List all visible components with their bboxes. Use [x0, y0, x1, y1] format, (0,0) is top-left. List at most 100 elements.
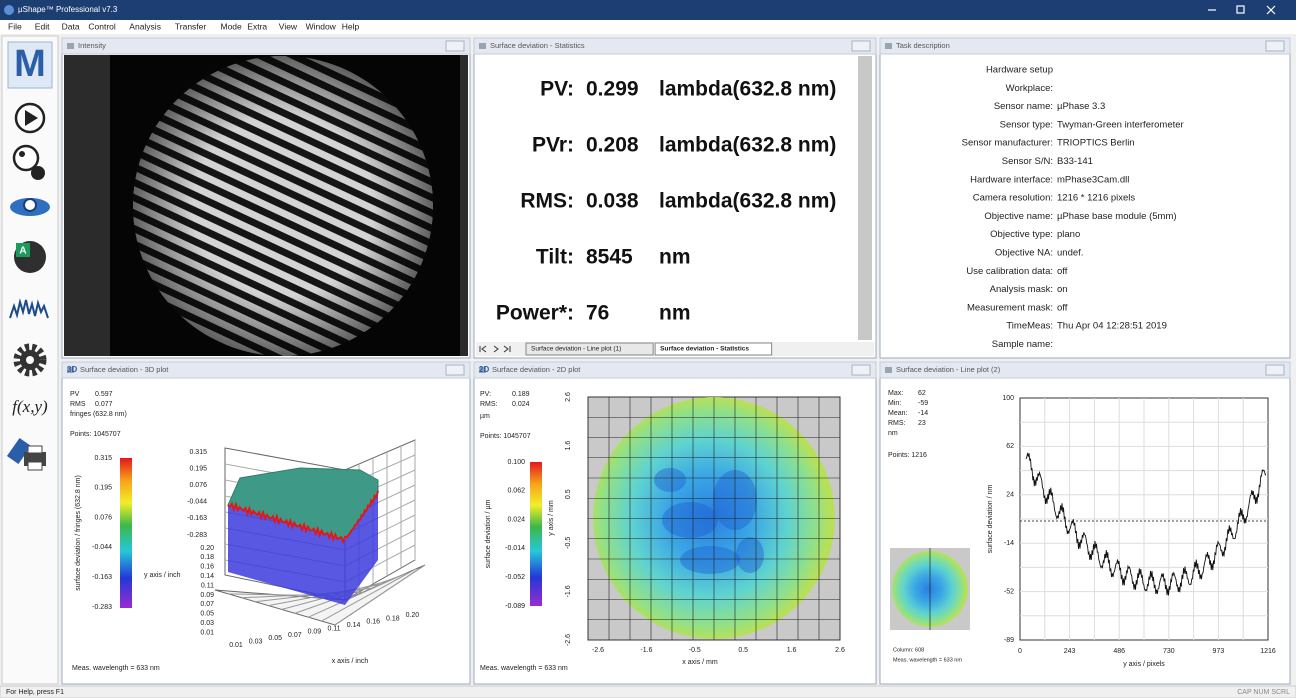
task-value: plano — [1057, 229, 1080, 240]
close-button[interactable] — [851, 40, 871, 52]
colorbar-tick-label: 0.315 — [94, 455, 112, 462]
export-icon[interactable] — [6, 437, 46, 471]
x-tick-label: 243 — [1064, 648, 1076, 655]
tab[interactable] — [654, 342, 773, 356]
menu-item[interactable]: File — [8, 21, 22, 31]
y-tick-label: 0.5 — [565, 489, 572, 499]
menu-item[interactable]: Help — [342, 21, 360, 31]
y-tick-label: 0.05 — [200, 611, 214, 618]
menu-item[interactable]: Control — [88, 21, 116, 31]
stat-label: PV — [70, 391, 80, 398]
function-icon[interactable]: f(x,y) — [12, 397, 48, 416]
column-label: Column: 608 — [893, 647, 924, 653]
x-tick-label: 0.14 — [347, 622, 361, 629]
menu-item[interactable]: View — [279, 21, 298, 31]
colorbar-tick-label: 0.062 — [507, 488, 525, 495]
menu-item[interactable]: Extra — [247, 21, 267, 31]
close-button[interactable] — [445, 364, 465, 376]
task-value: µPhase 3.3 — [1057, 101, 1105, 112]
map-blob — [662, 502, 718, 538]
tab-label[interactable]: Surface deviation - Statistics — [660, 346, 749, 353]
task-key: Sensor name: — [994, 101, 1053, 112]
analysis-icon[interactable]: A — [14, 241, 46, 273]
view-icon[interactable] — [10, 198, 50, 216]
task-value: 1216 * 1216 pixels — [1057, 193, 1135, 204]
y-tick-label: 62 — [1006, 443, 1014, 450]
run-icon[interactable] — [14, 102, 46, 134]
menu-item[interactable]: Transfer — [175, 21, 207, 31]
z-tick-label: -0.163 — [187, 515, 207, 522]
stat-unit: nm — [659, 302, 691, 325]
panel-header — [473, 361, 877, 379]
z-tick-label: 0.076 — [189, 482, 207, 489]
stat-label: PVr: — [532, 134, 574, 157]
close-button[interactable] — [1265, 40, 1285, 52]
stat-value: 0.299 — [586, 78, 639, 101]
unit-label: fringes (632.8 nm) — [70, 411, 127, 418]
colorbar-label: surface deviation / fringes (632.8 nm) — [75, 475, 82, 591]
task-key: Hardware setup — [986, 65, 1053, 76]
logo[interactable]: M — [14, 43, 46, 85]
y-tick-label: 0.14 — [200, 573, 214, 580]
colorbar-tick-label: -0.052 — [505, 574, 525, 581]
panel-icon — [885, 367, 892, 373]
colorbar-tick-label: -0.044 — [92, 544, 112, 551]
stat-unit: lambda(632.8 nm) — [659, 190, 836, 213]
stat-label: RMS: — [888, 420, 906, 427]
y-tick-label: 0.07 — [200, 601, 214, 608]
x-axis-label: x axis / inch — [332, 658, 369, 665]
panel-icon — [885, 43, 892, 49]
profile-line — [1025, 451, 1267, 596]
close-button[interactable] — [1265, 364, 1285, 376]
task-panel — [879, 37, 1291, 359]
floor-grid — [307, 572, 408, 618]
window-controls[interactable] — [1208, 5, 1276, 15]
panel-header — [61, 37, 471, 55]
stat-label: RMS: — [520, 190, 574, 213]
colorbar-tick-label: 0.024 — [507, 516, 525, 523]
menu-item[interactable]: Data — [62, 21, 80, 31]
footer-label: Meas. wavelength = 633 nm — [72, 665, 160, 672]
unit-label: nm — [888, 430, 898, 437]
y-tick-label: 0.03 — [200, 620, 214, 627]
close-button[interactable] — [445, 40, 465, 52]
stat-value: 62 — [918, 390, 926, 397]
task-value: B33-141 — [1057, 156, 1093, 167]
menu-item[interactable]: Mode — [221, 21, 243, 31]
y-tick-label: 2.6 — [565, 392, 572, 402]
stat-label: Mean: — [888, 410, 908, 417]
task-key: Measurement mask: — [967, 302, 1053, 313]
x-axis-label: x axis / mm — [682, 659, 718, 666]
title-bar — [0, 0, 1296, 20]
menu-item[interactable]: Edit — [35, 21, 50, 31]
panel-title: Task description — [896, 41, 950, 50]
task-key: Objective name: — [984, 211, 1053, 222]
x-axis-label: y axis / pixels — [1123, 661, 1165, 668]
panel-header — [473, 37, 877, 55]
stat-label: Min: — [888, 400, 901, 407]
tab-label[interactable]: Surface deviation - Line plot (1) — [531, 346, 621, 353]
colorbar-tick-label: -0.014 — [505, 545, 525, 552]
profile-icon[interactable] — [9, 298, 49, 319]
colorbar-tick-label: -0.283 — [92, 604, 112, 611]
tab-nav-arrows[interactable] — [479, 345, 511, 353]
menu-item[interactable]: Analysis — [129, 21, 161, 31]
panel-header — [879, 361, 1291, 379]
settings-icon[interactable] — [13, 343, 47, 377]
menu-item[interactable]: Window — [306, 21, 337, 31]
close-button[interactable] — [851, 364, 871, 376]
panel-header — [879, 37, 1291, 55]
task-key: Analysis mask: — [990, 284, 1053, 295]
y-tick-label: 24 — [1006, 492, 1014, 499]
tab[interactable] — [525, 342, 654, 356]
stat-value: -14 — [918, 410, 928, 417]
stat-unit: lambda(632.8 nm) — [659, 78, 836, 101]
task-value: µPhase base module (5mm) — [1057, 211, 1177, 222]
stat-label: RMS: — [480, 401, 498, 408]
sequence-icon[interactable] — [12, 144, 45, 180]
task-value: on — [1057, 284, 1068, 295]
x-tick-label: 0.05 — [268, 635, 282, 642]
panel-icon — [67, 367, 74, 373]
colorbar — [120, 458, 132, 608]
y-tick-label: 0.18 — [200, 554, 214, 561]
